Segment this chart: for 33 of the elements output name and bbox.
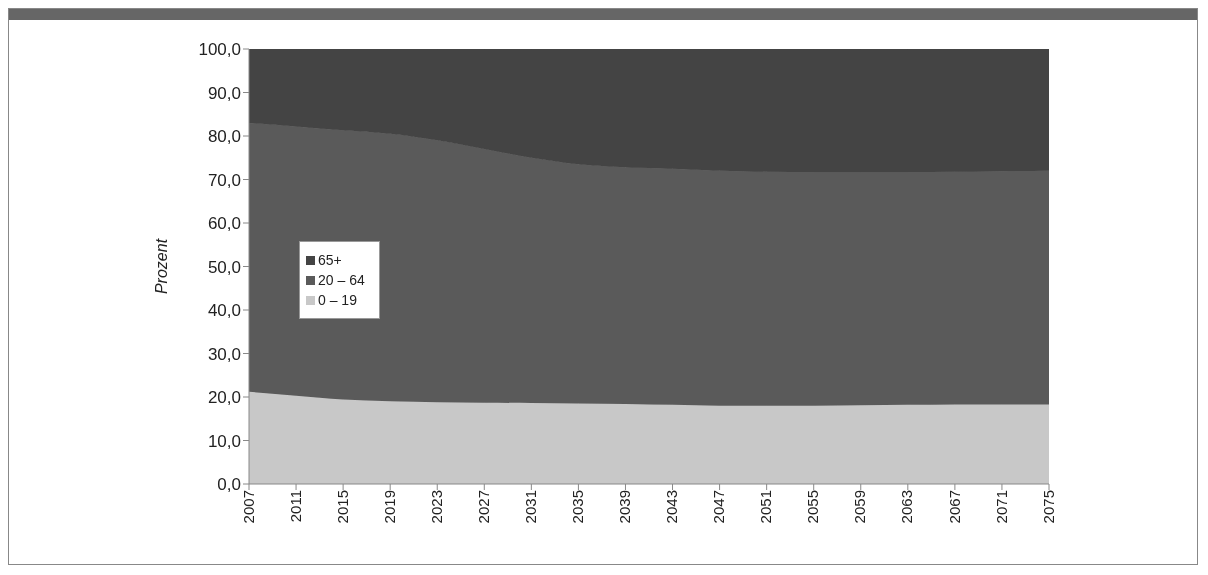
y-tick-label: 60,0 bbox=[207, 214, 241, 234]
y-tick-label: 40,0 bbox=[207, 301, 241, 321]
x-tick-label: 2007 bbox=[239, 490, 257, 524]
y-tick-label: 100,0 bbox=[198, 40, 241, 60]
y-tick-label: 30,0 bbox=[207, 344, 241, 364]
legend-label: 65+ bbox=[318, 252, 342, 268]
y-axis-title: Prozent bbox=[152, 238, 170, 295]
y-tick-label: 50,0 bbox=[207, 257, 241, 277]
legend-label: 0 – 19 bbox=[318, 292, 357, 308]
x-tick-label: 2011 bbox=[286, 490, 304, 523]
x-tick-label: 2031 bbox=[522, 490, 539, 524]
y-tick-label: 80,0 bbox=[207, 127, 241, 147]
y-tick-label: 70,0 bbox=[207, 170, 241, 190]
legend-label: 20 – 64 bbox=[318, 272, 365, 288]
x-tick-label: 2067 bbox=[945, 490, 963, 524]
y-tick-label: 0,0 bbox=[217, 475, 241, 495]
x-tick-label: 2059 bbox=[851, 490, 869, 524]
y-tick-label: 90,0 bbox=[207, 83, 241, 103]
y-tick-label: 10,0 bbox=[207, 431, 241, 451]
x-tick-label: 2055 bbox=[804, 490, 822, 524]
x-tick-label: 2039 bbox=[616, 490, 634, 524]
x-tick-label: 2051 bbox=[757, 490, 775, 524]
x-tick-label: 2015 bbox=[333, 490, 351, 524]
x-tick-label: 2047 bbox=[710, 490, 728, 524]
x-tick-label: 2023 bbox=[427, 490, 445, 524]
x-tick-label: 2019 bbox=[380, 490, 398, 524]
x-tick-label: 2075 bbox=[1039, 490, 1057, 524]
y-tick-label: 20,0 bbox=[207, 388, 241, 408]
x-tick-label: 2063 bbox=[898, 490, 916, 524]
x-tick-label: 2043 bbox=[663, 490, 681, 524]
x-tick-label: 2071 bbox=[992, 490, 1010, 524]
x-tick-label: 2027 bbox=[474, 490, 492, 524]
x-tick-label: 2035 bbox=[569, 490, 587, 524]
